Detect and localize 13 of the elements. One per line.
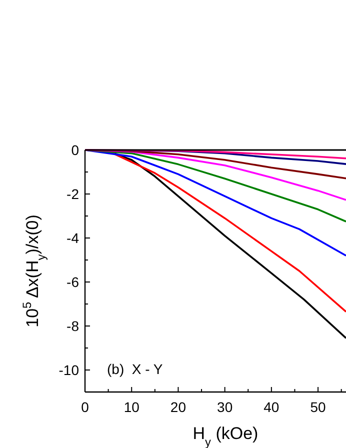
x-tick-label: 0 [81,399,90,415]
y-tick-label: -6 [66,274,80,290]
x-tick-label: 50 [310,399,326,415]
x-tick-label: 40 [264,399,280,415]
x-tick-label: 20 [170,399,186,415]
y-tick-label: 0 [71,142,80,158]
x-tick-label: 30 [217,399,233,415]
y-tick-label: -10 [58,362,80,378]
y-tick-label: -4 [66,230,80,246]
x-tick-label: 10 [124,399,140,415]
y-tick-label: -8 [66,318,80,334]
annotation: (b) X - Y [107,361,164,377]
y-tick-label: -2 [66,186,80,202]
